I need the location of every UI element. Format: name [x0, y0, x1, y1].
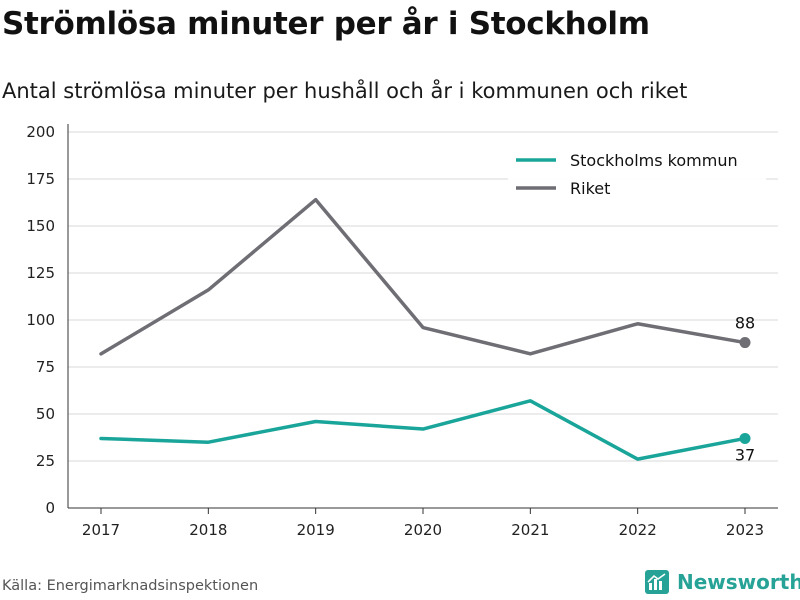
y-tick-label: 50: [36, 405, 55, 423]
end-value-label: 37: [735, 445, 755, 464]
source-note: Källa: Energimarknadsinspektionen: [2, 578, 259, 594]
x-tick-label: 2018: [189, 521, 227, 539]
x-tick-label: 2017: [82, 521, 120, 539]
legend-label: Stockholms kommun: [570, 151, 738, 170]
brand-logo: Newsworthy: [645, 570, 800, 594]
y-tick-label: 75: [36, 358, 55, 376]
brand-name: Newsworthy: [677, 570, 800, 594]
legend-box: [508, 144, 766, 202]
y-tick-label: 25: [36, 452, 55, 470]
x-tick-label: 2020: [404, 521, 442, 539]
x-tick-label: 2023: [726, 521, 764, 539]
legend: Stockholms kommun Riket: [508, 144, 766, 202]
series-lines: 37 88: [99, 197, 755, 464]
chart-title: Strömlösa minuter per år i Stockholm: [2, 6, 650, 42]
series-line: [99, 399, 747, 461]
x-tick-label: 2019: [297, 521, 335, 539]
y-tick-label: 100: [26, 311, 55, 329]
y-tick-label: 125: [26, 264, 55, 282]
legend-label: Riket: [570, 179, 610, 198]
chart-subtitle: Antal strömlösa minuter per hushåll och …: [2, 79, 688, 103]
series-line: [99, 197, 747, 356]
end-point-marker: [739, 432, 751, 444]
y-tick-label: 0: [45, 499, 55, 517]
end-point-marker: [739, 337, 751, 349]
bar-chart-logo-icon: [645, 570, 669, 594]
y-tick-label: 150: [26, 217, 55, 235]
x-tick-label: 2022: [619, 521, 657, 539]
end-value-label: 88: [735, 314, 755, 333]
y-tick-label: 200: [26, 123, 55, 141]
x-tick-label: 2021: [511, 521, 549, 539]
y-tick-label: 175: [26, 170, 55, 188]
axes: 0 25 50 75 100 125 150 175 200 2017 2018 2019 2020 20…: [26, 123, 778, 539]
